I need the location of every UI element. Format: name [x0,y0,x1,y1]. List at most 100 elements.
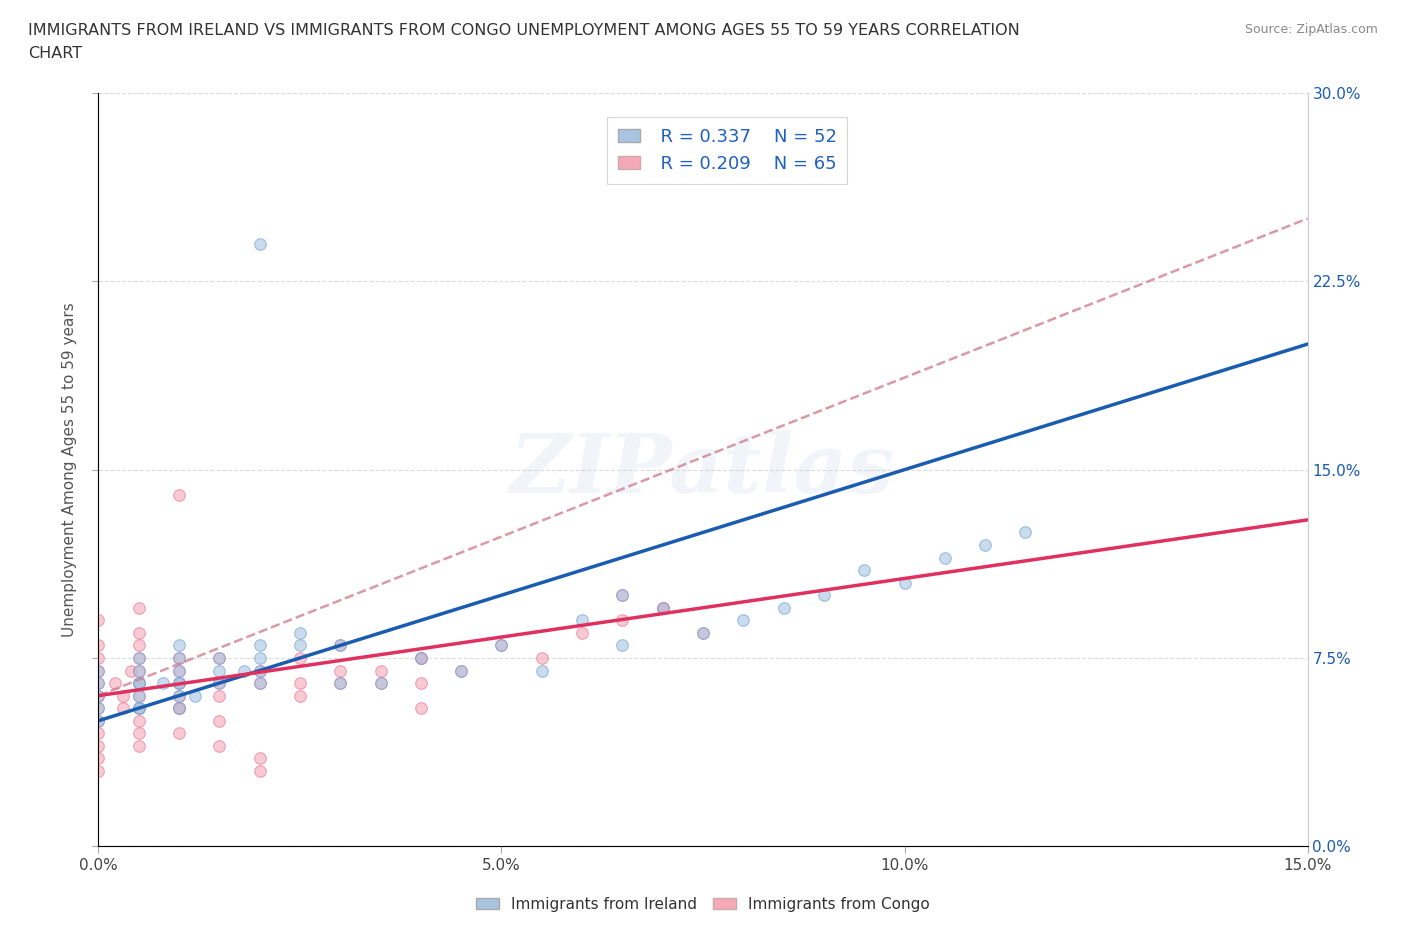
Point [128,663,150,678]
Legend:   R = 0.337    N = 52,   R = 0.209    N = 65: R = 0.337 N = 52, R = 0.209 N = 65 [607,117,848,184]
Point [329,663,352,678]
Point [329,675,352,690]
Point [167,688,190,703]
Point [329,675,352,690]
Point [208,675,231,690]
Point [370,663,392,678]
Point [167,675,190,690]
Point [329,638,352,653]
Point [288,688,311,703]
Point [249,675,271,690]
Point [249,236,271,251]
Point [692,625,714,640]
Point [208,651,231,666]
Point [128,701,150,716]
Legend: Immigrants from Ireland, Immigrants from Congo: Immigrants from Ireland, Immigrants from… [470,891,936,918]
Point [87,651,110,666]
Y-axis label: Unemployment Among Ages 55 to 59 years: Unemployment Among Ages 55 to 59 years [62,302,77,637]
Point [87,713,110,728]
Point [934,550,956,565]
Point [87,613,110,628]
Point [208,713,231,728]
Point [530,651,553,666]
Text: Source: ZipAtlas.com: Source: ZipAtlas.com [1244,23,1378,36]
Point [370,675,392,690]
Point [152,675,174,690]
Point [409,651,432,666]
Point [288,625,311,640]
Point [128,701,150,716]
Point [853,563,876,578]
Point [772,601,794,616]
Point [409,675,432,690]
Point [87,713,110,728]
Point [87,663,110,678]
Point [571,625,593,640]
Point [111,688,134,703]
Point [249,751,271,766]
Point [167,663,190,678]
Point [692,625,714,640]
Point [651,601,673,616]
Point [208,675,231,690]
Point [167,701,190,716]
Point [232,663,254,678]
Point [87,726,110,741]
Point [450,663,472,678]
Point [128,701,150,716]
Point [128,738,150,753]
Point [167,638,190,653]
Point [370,675,392,690]
Point [128,726,150,741]
Point [733,613,755,628]
Point [128,675,150,690]
Point [208,651,231,666]
Point [87,764,110,778]
Point [249,638,271,653]
Point [167,675,190,690]
Point [612,638,634,653]
Point [128,675,150,690]
Point [111,701,134,716]
Point [491,638,513,653]
Point [120,663,142,678]
Point [530,663,553,678]
Point [167,651,190,666]
Point [409,651,432,666]
Point [612,588,634,603]
Point [167,701,190,716]
Point [167,663,190,678]
Text: IMMIGRANTS FROM IRELAND VS IMMIGRANTS FROM CONGO UNEMPLOYMENT AMONG AGES 55 TO 5: IMMIGRANTS FROM IRELAND VS IMMIGRANTS FR… [28,23,1019,38]
Point [87,638,110,653]
Point [409,701,432,716]
Point [208,738,231,753]
Point [128,688,150,703]
Point [491,638,513,653]
Point [651,601,673,616]
Point [249,651,271,666]
Point [409,651,432,666]
Point [128,625,150,640]
Point [651,601,673,616]
Point [288,638,311,653]
Point [571,613,593,628]
Point [167,487,190,502]
Point [813,588,835,603]
Point [87,675,110,690]
Point [450,663,472,678]
Point [87,751,110,766]
Point [128,601,150,616]
Text: CHART: CHART [28,46,82,61]
Text: ZIPatlas: ZIPatlas [510,430,896,510]
Point [612,588,634,603]
Point [87,688,110,703]
Point [167,675,190,690]
Point [87,688,110,703]
Point [128,663,150,678]
Point [128,651,150,666]
Point [249,663,271,678]
Point [208,688,231,703]
Point [249,663,271,678]
Point [184,688,207,703]
Point [208,663,231,678]
